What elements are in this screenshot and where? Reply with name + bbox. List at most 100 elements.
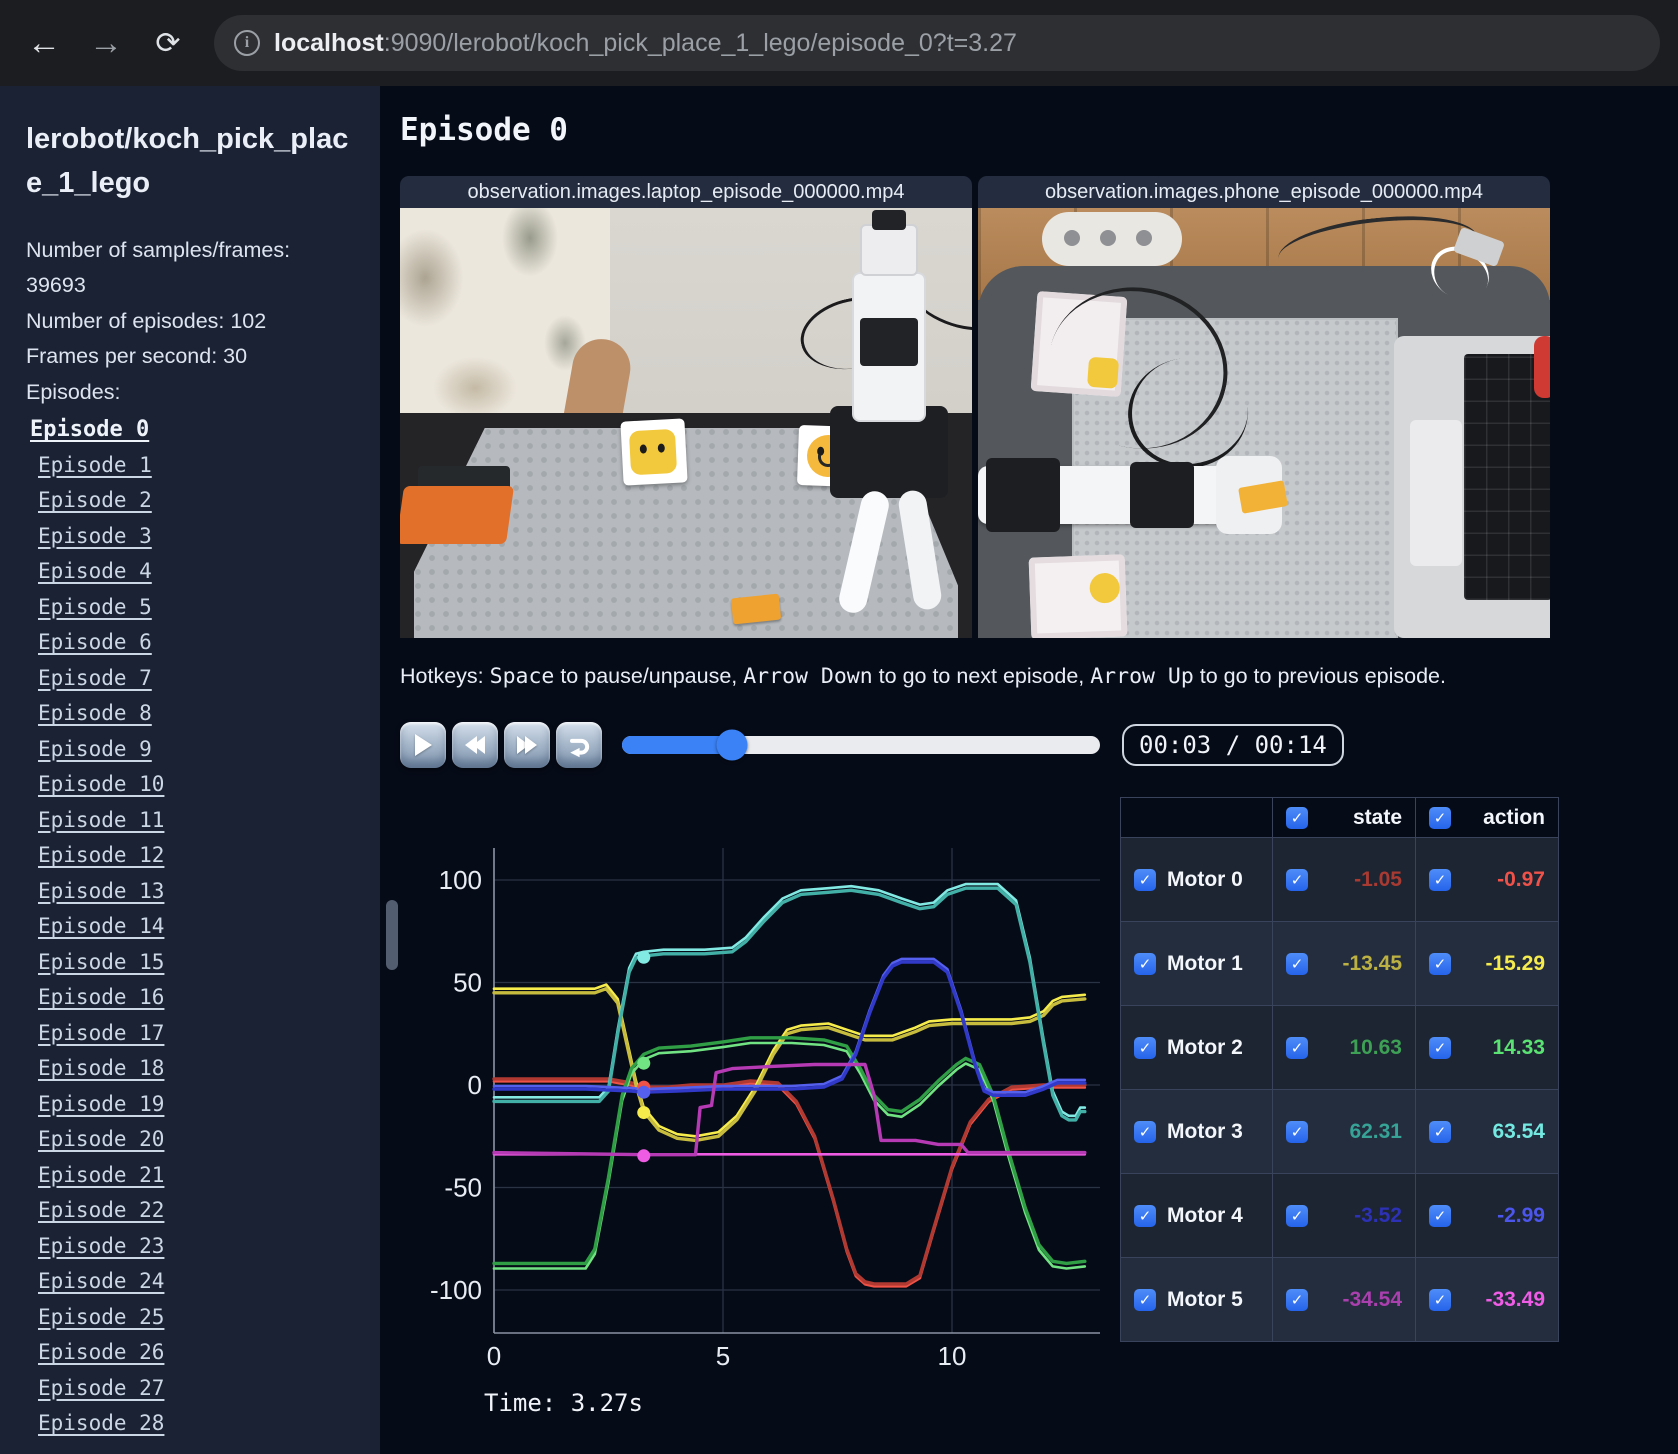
- episode-link[interactable]: Episode 19: [38, 1091, 165, 1116]
- sidebar-scrollbar-thumb[interactable]: [386, 900, 398, 970]
- phone-video-frame[interactable]: [978, 208, 1550, 638]
- robot-camera: [872, 210, 906, 230]
- action-value-checkbox[interactable]: ✓: [1429, 952, 1451, 975]
- loop-button[interactable]: [556, 722, 602, 768]
- state-value-checkbox[interactable]: ✓: [1286, 1036, 1308, 1059]
- y-tick-label: 0: [468, 1070, 482, 1100]
- episode-link[interactable]: Episode 25: [38, 1304, 165, 1329]
- table-corner-cell: [1120, 797, 1273, 838]
- episode-link[interactable]: Episode 26: [38, 1340, 165, 1365]
- action-value-checkbox[interactable]: ✓: [1429, 1288, 1451, 1311]
- state-value: 62.31: [1349, 1119, 1402, 1143]
- state-value-checkbox[interactable]: ✓: [1286, 1204, 1308, 1227]
- y-tick-label: 100: [439, 865, 482, 895]
- y-tick-label: -100: [430, 1275, 482, 1305]
- episode-link[interactable]: Episode 2: [38, 488, 152, 513]
- state-value-checkbox[interactable]: ✓: [1286, 868, 1308, 891]
- url-text: localhost:9090/lerobot/koch_pick_place_1…: [274, 29, 1017, 58]
- episode-link-active[interactable]: Episode 0: [30, 417, 150, 443]
- episode-link[interactable]: Episode 10: [38, 772, 165, 797]
- forward-icon: →: [89, 23, 123, 62]
- chart-and-table: 100 50 0 -50 -100 0 5 10 Time: 3.27s ✓ state ✓ act…: [400, 793, 1678, 1417]
- dataset-stats: Number of samples/frames: 39693 Number o…: [26, 233, 354, 410]
- episode-link[interactable]: Episode 14: [38, 914, 165, 939]
- action-column-checkbox[interactable]: ✓: [1429, 806, 1451, 829]
- hotkey-key: Arrow Up: [1090, 664, 1194, 689]
- episode-link[interactable]: Episode 24: [38, 1269, 165, 1294]
- episode-link[interactable]: Episode 7: [38, 665, 152, 690]
- phone-video[interactable]: observation.images.phone_episode_000000.…: [978, 176, 1550, 638]
- episode-link[interactable]: Episode 20: [38, 1127, 165, 1152]
- robot-servo: [986, 458, 1060, 532]
- page-title: Episode 0: [400, 112, 568, 148]
- action-value-checkbox[interactable]: ✓: [1429, 1036, 1451, 1059]
- episode-link[interactable]: Episode 21: [38, 1162, 165, 1187]
- episode-link[interactable]: Episode 23: [38, 1233, 165, 1258]
- page-info-icon[interactable]: i: [234, 30, 260, 56]
- y-tick-label: 50: [453, 968, 482, 998]
- fast-forward-button[interactable]: [504, 722, 550, 768]
- episode-link[interactable]: Episode 11: [38, 807, 165, 832]
- motor-row: ✓ Motor 4 ✓ -3.52 ✓ -2.99: [1120, 1173, 1559, 1258]
- motor-checkbox[interactable]: ✓: [1134, 1120, 1156, 1143]
- action-value-checkbox[interactable]: ✓: [1429, 868, 1451, 891]
- episode-link[interactable]: Episode 18: [38, 1056, 165, 1081]
- episode-link[interactable]: Episode 17: [38, 1020, 165, 1045]
- play-button[interactable]: [400, 722, 446, 768]
- seek-slider-thumb[interactable]: [716, 729, 748, 761]
- laptop-video[interactable]: observation.images.laptop_episode_000000…: [400, 176, 972, 638]
- state-value: -1.05: [1354, 867, 1402, 891]
- play-icon: [414, 734, 432, 756]
- state-value-checkbox[interactable]: ✓: [1286, 952, 1308, 975]
- state-value-checkbox[interactable]: ✓: [1286, 1120, 1308, 1143]
- forward-button[interactable]: →: [80, 17, 132, 69]
- hotkeys-help: Hotkeys: Space to pause/unpause, Arrow D…: [400, 664, 1678, 689]
- reload-button[interactable]: ⟳: [142, 17, 194, 69]
- episode-link[interactable]: Episode 6: [38, 630, 152, 655]
- motor-chart-svg[interactable]: 100 50 0 -50 -100 0 5 10: [400, 793, 1106, 1373]
- panda-icon: [628, 428, 678, 476]
- episode-link[interactable]: Episode 22: [38, 1198, 165, 1223]
- state-column-checkbox[interactable]: ✓: [1286, 806, 1308, 829]
- seek-slider[interactable]: [622, 729, 1100, 761]
- state-value-checkbox[interactable]: ✓: [1286, 1288, 1308, 1311]
- episode-link[interactable]: Episode 4: [38, 559, 152, 584]
- rewind-button[interactable]: [452, 722, 498, 768]
- motor-label: Motor 0: [1167, 867, 1243, 891]
- episode-link[interactable]: Episode 15: [38, 949, 165, 974]
- panda-sticker-card: [620, 418, 688, 486]
- episode-link[interactable]: Episode 16: [38, 985, 165, 1010]
- robot-servo: [1130, 462, 1194, 528]
- episode-link[interactable]: Episode 8: [38, 701, 152, 726]
- motor-checkbox[interactable]: ✓: [1134, 952, 1156, 975]
- laptop-video-label: observation.images.laptop_episode_000000…: [400, 176, 972, 208]
- address-bar[interactable]: i localhost:9090/lerobot/koch_pick_place…: [214, 15, 1660, 71]
- motor-checkbox[interactable]: ✓: [1134, 1204, 1156, 1227]
- episode-link[interactable]: Episode 3: [38, 523, 152, 548]
- episode-link[interactable]: Episode 13: [38, 878, 165, 903]
- motor-checkbox[interactable]: ✓: [1134, 1036, 1156, 1059]
- episode-link[interactable]: Episode 9: [38, 736, 152, 761]
- episode-link[interactable]: Episode 1: [38, 452, 152, 477]
- back-button[interactable]: ←: [18, 17, 70, 69]
- episode-link[interactable]: Episode 5: [38, 594, 152, 619]
- laptop-video-frame[interactable]: [400, 208, 972, 638]
- browser-toolbar: ← → ⟳ i localhost:9090/lerobot/koch_pick…: [0, 0, 1678, 86]
- action-value-checkbox[interactable]: ✓: [1429, 1204, 1451, 1227]
- panda-eye: [657, 443, 666, 453]
- episode-link[interactable]: Episode 27: [38, 1375, 165, 1400]
- rewind-icon: [465, 736, 485, 754]
- video-panel: observation.images.laptop_episode_000000…: [400, 176, 1678, 638]
- motor-checkbox[interactable]: ✓: [1134, 868, 1156, 891]
- episode-link[interactable]: Episode 28: [38, 1411, 165, 1436]
- episode-link[interactable]: Episode 12: [38, 843, 165, 868]
- action-value-checkbox[interactable]: ✓: [1429, 1120, 1451, 1143]
- state-value: -3.52: [1354, 1203, 1402, 1227]
- stat-samples: Number of samples/frames: 39693: [26, 238, 291, 298]
- action-column-header: action: [1483, 805, 1545, 829]
- motor-chart[interactable]: 100 50 0 -50 -100 0 5 10 Time: 3.27s: [400, 793, 1106, 1417]
- seek-slider-fill: [622, 736, 732, 754]
- motor-checkbox[interactable]: ✓: [1134, 1288, 1156, 1311]
- action-value: -33.49: [1485, 1287, 1545, 1311]
- motor-table-wrap: ✓ state ✓ action ✓ Motor 0 ✓ -1.05 ✓ -0.97 ✓ Motor …: [1120, 797, 1559, 1417]
